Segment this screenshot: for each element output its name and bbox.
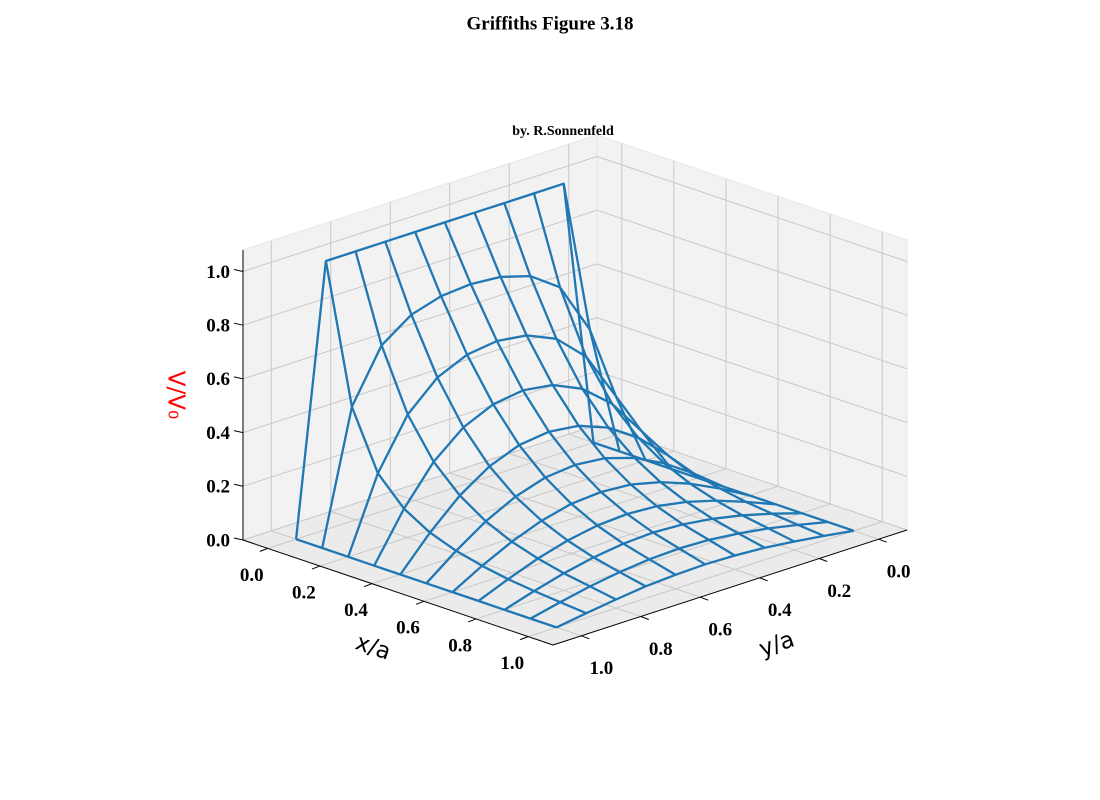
x-tick-label: 0.6 [396, 618, 420, 639]
z-tick-label: 0.4 [206, 423, 230, 444]
z-tick-label: 1.0 [206, 262, 230, 283]
tick-mark [233, 537, 244, 541]
mesh-line-y [593, 441, 855, 532]
x-tick-label: 0.8 [448, 635, 472, 656]
tick-mark [233, 268, 244, 272]
grid-line [242, 370, 598, 487]
x-axis-line [242, 539, 554, 646]
tick-mark [759, 577, 768, 582]
grid-line [423, 485, 779, 602]
grid-line [242, 209, 598, 326]
tick-mark [819, 558, 828, 562]
mesh-line-y [562, 183, 825, 537]
grid-line [449, 472, 760, 579]
mesh-line-y [354, 251, 617, 601]
tick-mark [233, 322, 244, 326]
y-tick-label: 1.0 [589, 658, 613, 679]
tick-mark [363, 583, 373, 588]
tick-mark [311, 565, 321, 570]
z-tick-label: 0.6 [206, 369, 230, 390]
x-tick-label: 0.0 [240, 565, 264, 586]
grid-line [390, 491, 701, 598]
grid-line [242, 263, 598, 380]
chart-title: Griffiths Figure 3.18 [467, 13, 634, 34]
y-tick-label: 0.8 [649, 639, 673, 660]
grid-line [596, 156, 908, 262]
mesh-line-y [414, 231, 677, 576]
z-tick-label: 0.0 [206, 530, 230, 551]
grid-line [319, 450, 675, 567]
tick-mark [233, 430, 244, 434]
tick-mark [233, 483, 244, 487]
tick-mark [415, 600, 425, 605]
mesh-line-y [443, 221, 706, 566]
grid-line [596, 317, 908, 424]
z-tick-label: 0.8 [206, 316, 230, 337]
x-axis-title: x/a [352, 629, 394, 665]
tick-mark [640, 616, 649, 620]
y-tick-label: 0.4 [768, 600, 792, 621]
grid-line [596, 263, 908, 370]
mesh-line-y [532, 193, 795, 543]
grid-line [596, 370, 908, 477]
mesh-line-y [473, 212, 736, 557]
tick-mark [520, 636, 529, 641]
tick-mark [700, 596, 709, 601]
y-axis-title: y/a [756, 626, 798, 662]
mesh-line-y [384, 241, 647, 588]
tick-mark [259, 547, 268, 552]
y-axis-line [552, 529, 908, 646]
z-tick-label: 0.2 [206, 477, 230, 498]
x-tick-label: 0.2 [292, 582, 316, 603]
z-axis-title: V/V₀ [163, 371, 189, 419]
x-tick-label: 1.0 [500, 653, 524, 674]
chart-subtitle: by. R.Sonnenfeld [512, 124, 614, 139]
mesh-line-y [324, 260, 587, 615]
y-tick-label: 0.0 [887, 562, 911, 583]
tick-mark [581, 635, 590, 640]
grid-line [242, 156, 598, 272]
grid-line [528, 521, 883, 638]
mesh-line-y [295, 538, 557, 629]
mesh-line-y [503, 202, 766, 549]
tick-mark [467, 618, 477, 623]
grid-line [596, 209, 908, 316]
tick-mark [233, 376, 244, 380]
y-tick-label: 0.2 [827, 581, 851, 602]
y-tick-label: 0.6 [708, 620, 732, 641]
tick-mark [878, 538, 887, 543]
x-tick-label: 0.4 [344, 600, 368, 621]
